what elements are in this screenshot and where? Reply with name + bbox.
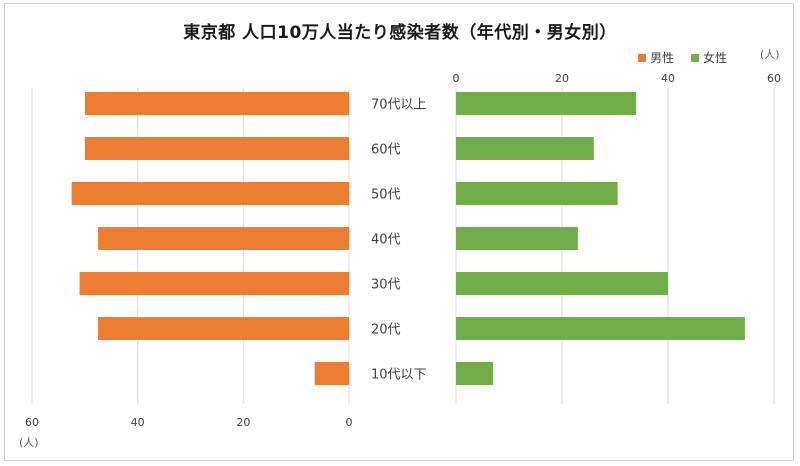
category-label-2: 50代	[371, 188, 401, 203]
legend-female: 女性	[691, 49, 727, 66]
female-bar-2	[456, 182, 618, 205]
category-label-3: 40代	[371, 233, 401, 248]
female-bar-3	[456, 227, 578, 250]
female-bar-1	[456, 137, 594, 160]
right-tick-label-2: 40	[661, 72, 675, 85]
male-bar-2	[71, 182, 349, 205]
chart-frame: 東京都 人口10万人当たり感染者数（年代別・男女別） 男性 女性 (人) (人)…	[4, 3, 794, 461]
legend-male-swatch	[638, 53, 646, 62]
category-label-6: 10代以下	[371, 368, 427, 383]
right-tick-label-3: 60	[767, 72, 781, 85]
butterfly-chart: 70代以上 60代 50代 40代 30代 20代 10代以下 60 40 20 0 0 20 40 60	[25, 72, 781, 429]
legend-female-swatch	[691, 53, 699, 62]
female-bar-4	[456, 272, 668, 295]
female-bar-6	[456, 362, 494, 385]
female-bar-0	[456, 92, 637, 115]
left-tick-label-2: 20	[236, 416, 250, 429]
category-label-5: 20代	[371, 323, 401, 338]
male-bar-3	[98, 227, 350, 250]
male-bar-0	[84, 92, 349, 115]
male-bar-1	[84, 137, 349, 160]
right-tick-label-1: 20	[555, 72, 569, 85]
left-axis-unit: (人)	[19, 436, 39, 449]
chart-title: 東京都 人口10万人当たり感染者数（年代別・男女別）	[183, 23, 617, 43]
category-label-1: 60代	[371, 143, 401, 158]
category-label-0: 70代以上	[371, 98, 427, 113]
male-bar-6	[314, 362, 349, 385]
left-tick-label-1: 40	[131, 416, 145, 429]
male-bar-5	[98, 317, 350, 340]
legend-female-label: 女性	[703, 51, 728, 65]
legend-male-label: 男性	[650, 51, 675, 65]
left-tick-label-0: 60	[25, 416, 39, 429]
legend-male: 男性	[638, 49, 674, 66]
category-label-4: 30代	[371, 278, 401, 293]
right-tick-label-0: 0	[453, 72, 460, 85]
male-bar-4	[79, 272, 350, 295]
right-axis-unit: (人)	[760, 48, 780, 61]
female-bar-5	[456, 317, 745, 340]
left-tick-label-3: 0	[346, 416, 353, 429]
